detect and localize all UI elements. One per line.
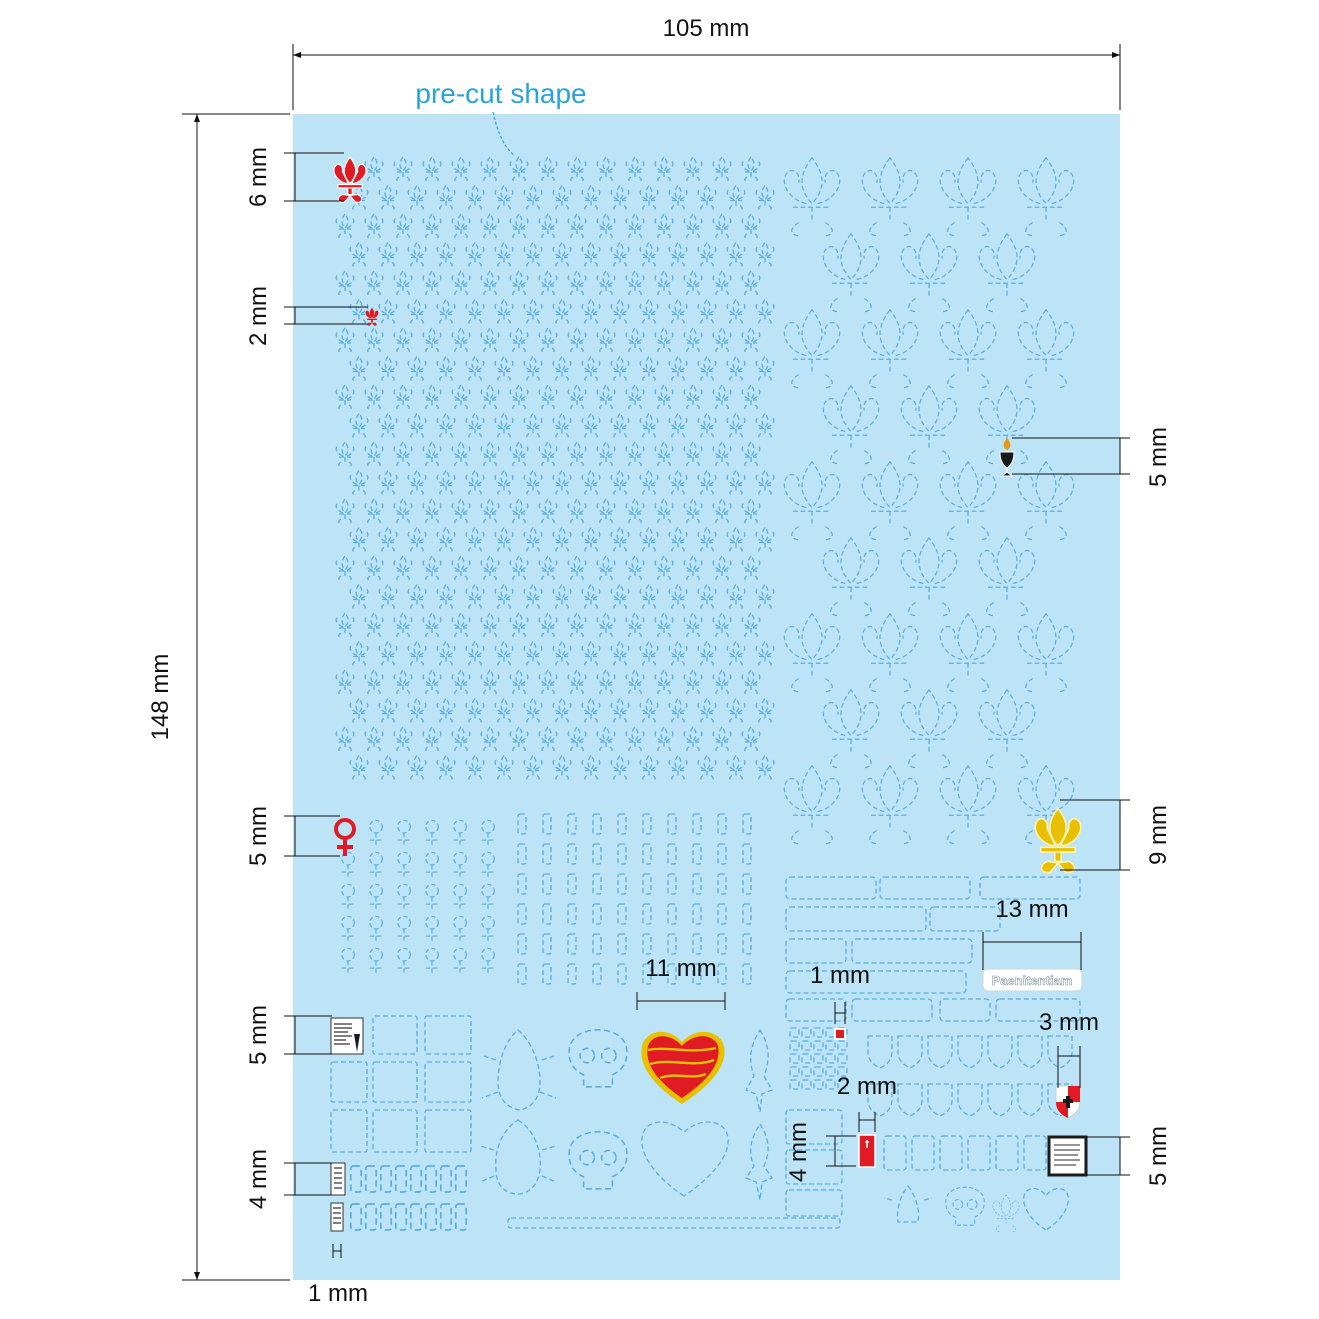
tiny-square-cut: [813, 1066, 824, 1077]
tiny-square-cut: [789, 1066, 800, 1077]
svg-text:5 mm: 5 mm: [245, 806, 272, 866]
tiny-square-cut: [837, 1066, 848, 1077]
pill-cut: [967, 1135, 991, 1171]
precut-annotation: pre-cut shape: [415, 78, 586, 109]
tiny-square-cut: [789, 1053, 800, 1064]
tiny-square-cut: [825, 1079, 836, 1090]
banner-paenitentiam: [982, 968, 1083, 992]
height-label: 148 mm: [147, 654, 174, 741]
relic-shapes: [479, 1028, 843, 1229]
svg-text:1 mm: 1 mm: [810, 962, 870, 989]
rune-strip-printed: [330, 1162, 346, 1232]
tiny-square-cut: [825, 1040, 836, 1051]
tiny-square-cut: [801, 1027, 812, 1038]
width-dimension: 105 mm: [292, 15, 1121, 110]
parchment-boxes: [330, 1015, 472, 1153]
svg-text:5 mm: 5 mm: [245, 1005, 272, 1065]
square-grid: [789, 1027, 848, 1090]
decal-sheet: [293, 114, 1120, 1280]
heraldic-shield: [1055, 1085, 1081, 1119]
banner-text: Paenitentiam: [992, 973, 1073, 988]
fleur-red-large-decal: [333, 156, 367, 203]
dim-chalice: 5 mm: [1012, 427, 1172, 487]
svg-text:5 mm: 5 mm: [1145, 1126, 1172, 1186]
dim-fleur-red-large: 6 mm: [245, 147, 344, 207]
dim-rune-strip: 4 mm: [245, 1149, 332, 1209]
tiny-square-cut: [801, 1040, 812, 1051]
red-tag-decal: [858, 1134, 876, 1168]
tiny-square-cut: [789, 1079, 800, 1090]
dim-shield: 3 mm: [1039, 1009, 1099, 1088]
tiny-square-cut: [813, 1079, 824, 1090]
chalice-decal: [999, 438, 1015, 477]
dim-parchment-left: 5 mm: [245, 1005, 332, 1065]
banner-shapes: Paenitentiam: [785, 876, 1083, 1022]
pill-cut: [911, 1135, 935, 1171]
svg-text:4 mm: 4 mm: [785, 1122, 812, 1182]
dim-heart: 11 mm: [636, 955, 726, 1010]
svg-text:5 mm: 5 mm: [1145, 427, 1172, 487]
pill-cut: [995, 1135, 1019, 1171]
tiny-red-square: [834, 1028, 846, 1040]
tiny-square-cut: [789, 1027, 800, 1038]
pill-grid: [883, 1135, 1047, 1171]
dim-fleur-gold: 9 mm: [1060, 799, 1172, 871]
pill-cut: [1023, 1135, 1047, 1171]
svg-text:6 mm: 6 mm: [245, 147, 272, 207]
tiny-square-cut: [825, 1053, 836, 1064]
dim-fleur-red-small: 2 mm: [245, 286, 368, 346]
dim-parchment-right: 5 mm: [1086, 1126, 1172, 1186]
tiny-square-cut: [789, 1040, 800, 1051]
tiny-square-cut: [801, 1079, 812, 1090]
pill-cut: [883, 1135, 907, 1171]
tiny-square-cut: [837, 1053, 848, 1064]
dim-red-tag-width: 2 mm: [837, 1073, 897, 1132]
dim-scroll-banner: 13 mm: [982, 896, 1082, 970]
svg-text:2 mm: 2 mm: [837, 1073, 897, 1100]
dim-rune-strip-width: 1 mm: [308, 1244, 368, 1307]
svg-text:9 mm: 9 mm: [1145, 805, 1172, 865]
svg-text:13 mm: 13 mm: [995, 896, 1068, 923]
svg-text:3 mm: 3 mm: [1039, 1009, 1099, 1036]
width-label: 105 mm: [663, 15, 750, 42]
dim-tiny-square: 1 mm: [810, 962, 870, 1024]
heart-decal: [641, 1031, 725, 1104]
svg-text:2 mm: 2 mm: [245, 286, 272, 346]
fleur-gold-decal: [1034, 807, 1082, 874]
tiny-square-cut: [801, 1066, 812, 1077]
tiny-square-cut: [801, 1053, 812, 1064]
svg-text:4 mm: 4 mm: [245, 1149, 272, 1209]
tiny-square-cut: [837, 1079, 848, 1090]
tiny-square-cut: [837, 1040, 848, 1051]
parchment-printed: [330, 1017, 364, 1055]
tiny-square-cut: [813, 1053, 824, 1064]
precut-arrow: [492, 111, 516, 157]
tiny-square-cut: [825, 1066, 836, 1077]
pill-cut: [939, 1135, 963, 1171]
tiny-square-cut: [813, 1027, 824, 1038]
dim-venus: 5 mm: [245, 806, 340, 866]
height-dimension: 148 mm: [147, 113, 290, 1281]
fleur-red-small-decal: [365, 307, 379, 326]
tiny-square-cut: [813, 1040, 824, 1051]
svg-text:11 mm: 11 mm: [645, 955, 717, 982]
dim-red-tag-height: 4 mm: [785, 1122, 856, 1182]
svg-text:1 mm: 1 mm: [308, 1280, 368, 1307]
parchment-right-decal: [1047, 1135, 1088, 1177]
venus-decal: [334, 818, 356, 856]
